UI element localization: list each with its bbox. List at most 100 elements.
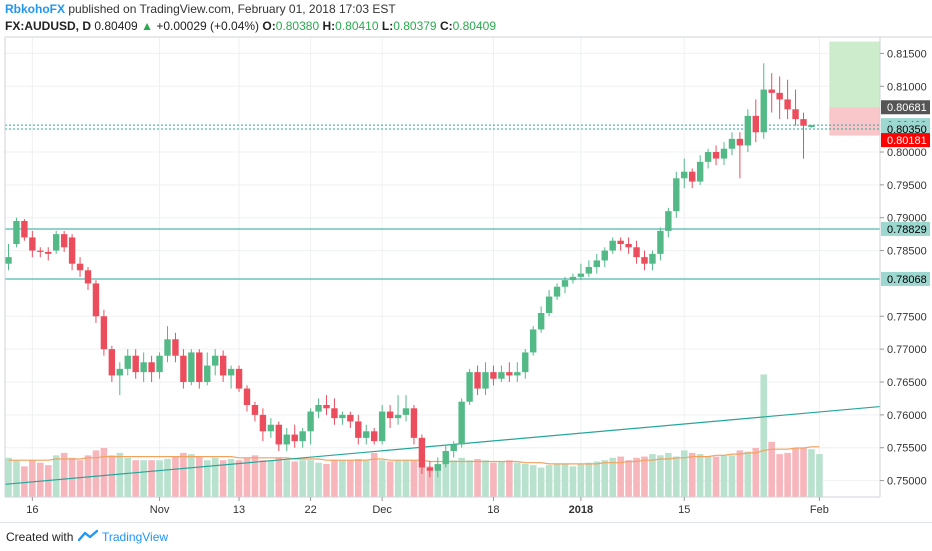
volume-bar bbox=[331, 460, 338, 497]
price-axis-label: 0.80681 bbox=[881, 100, 930, 115]
tradingview-logo-icon[interactable] bbox=[78, 529, 98, 543]
candle bbox=[490, 365, 497, 386]
candle-body bbox=[45, 251, 52, 254]
candle-body bbox=[116, 368, 123, 376]
price-label-text: 0.78829 bbox=[887, 224, 927, 236]
candle-body bbox=[251, 405, 259, 415]
candle bbox=[84, 267, 92, 290]
candle-body bbox=[712, 152, 720, 159]
x-tick-label: 16 bbox=[26, 504, 38, 516]
volume-bar bbox=[545, 465, 553, 497]
candle-body bbox=[530, 329, 537, 353]
candle bbox=[458, 398, 465, 448]
candle-body bbox=[196, 352, 203, 382]
candle-body bbox=[736, 138, 744, 146]
candle bbox=[498, 365, 505, 382]
volume-bar bbox=[649, 454, 656, 497]
candle bbox=[371, 428, 378, 445]
candle bbox=[219, 350, 227, 382]
candle bbox=[593, 253, 600, 274]
candle bbox=[665, 207, 672, 238]
volume-bar bbox=[776, 454, 783, 497]
candle bbox=[712, 145, 720, 166]
candle-body bbox=[450, 444, 457, 451]
candle bbox=[13, 217, 20, 248]
candle-body bbox=[522, 352, 529, 373]
candle bbox=[776, 76, 783, 120]
candle bbox=[378, 405, 386, 445]
published-text: published on TradingView.com, February 0… bbox=[68, 2, 396, 16]
volume-bar bbox=[736, 450, 744, 497]
y-tick-label: 0.75000 bbox=[887, 476, 927, 488]
candle bbox=[402, 395, 410, 422]
volume-bar bbox=[633, 457, 640, 497]
volume-bar bbox=[442, 460, 450, 497]
candle-body bbox=[92, 283, 100, 317]
candle bbox=[5, 244, 12, 271]
candle-body bbox=[283, 434, 290, 445]
candle-body bbox=[156, 355, 163, 373]
volume-bar bbox=[378, 460, 386, 497]
volume-bar bbox=[100, 447, 108, 497]
x-tick-label: Feb bbox=[810, 504, 829, 516]
candle-body bbox=[243, 388, 251, 405]
volume-bar bbox=[394, 460, 402, 497]
candle bbox=[188, 349, 195, 386]
y-tick-label: 0.76000 bbox=[887, 410, 927, 422]
volume-bar bbox=[784, 452, 791, 497]
candle bbox=[307, 408, 314, 445]
candle-body bbox=[490, 372, 497, 379]
author-name[interactable]: RbkohoFX bbox=[5, 2, 65, 16]
volume-bar bbox=[315, 462, 322, 497]
volume-bar bbox=[617, 456, 624, 497]
candle-body bbox=[506, 372, 513, 376]
candle bbox=[410, 405, 418, 445]
tradingview-brand-link[interactable]: TradingView bbox=[102, 530, 169, 544]
candle bbox=[235, 365, 243, 392]
volume-bar bbox=[219, 460, 227, 497]
candle-body bbox=[625, 244, 632, 248]
last-price: 0.80409 bbox=[94, 19, 138, 33]
candle-body bbox=[331, 408, 338, 419]
candle-body bbox=[474, 372, 481, 389]
candle bbox=[363, 424, 370, 445]
candlestick-chart[interactable]: 0.81500 0.81000 0.80000 0.79500 0.79000 0.785… bbox=[0, 0, 932, 522]
volume-bar bbox=[402, 460, 410, 497]
candle-body bbox=[307, 411, 314, 432]
candle-body bbox=[212, 355, 219, 366]
candle bbox=[418, 434, 426, 474]
candle-body bbox=[784, 99, 791, 110]
volume-bar bbox=[140, 460, 147, 497]
y-tick-label: 0.76500 bbox=[887, 377, 927, 389]
high-label: H: bbox=[322, 19, 336, 33]
candle bbox=[657, 227, 664, 261]
y-tick-label: 0.77500 bbox=[887, 311, 927, 323]
candle bbox=[283, 428, 290, 451]
y-tick-label: 0.79500 bbox=[887, 180, 927, 192]
volume-bar bbox=[21, 466, 28, 497]
price-label-box bbox=[881, 122, 930, 136]
candle bbox=[140, 352, 147, 382]
candle-body bbox=[601, 250, 608, 261]
volume-bar bbox=[124, 457, 132, 497]
candle-body bbox=[355, 421, 362, 438]
volume-moving-average-line bbox=[8, 446, 820, 465]
candle-body bbox=[482, 372, 489, 389]
volume-bar bbox=[792, 447, 799, 497]
plot-area bbox=[5, 41, 880, 497]
candle bbox=[744, 109, 752, 152]
volume-bar bbox=[760, 374, 768, 497]
candle-body bbox=[498, 372, 505, 379]
candle bbox=[331, 398, 338, 425]
created-with-text: Created with bbox=[6, 530, 74, 544]
candle bbox=[386, 405, 394, 428]
volume-bar bbox=[116, 452, 124, 497]
symbol-label[interactable]: FX:AUDUSD, D bbox=[5, 19, 91, 33]
volume-bar bbox=[291, 461, 298, 497]
candle-body bbox=[180, 355, 187, 382]
volume-bar bbox=[529, 465, 537, 497]
volume-bar bbox=[466, 460, 473, 497]
candle-body bbox=[665, 211, 672, 231]
candle-body bbox=[140, 362, 147, 373]
candle-body bbox=[235, 368, 243, 389]
